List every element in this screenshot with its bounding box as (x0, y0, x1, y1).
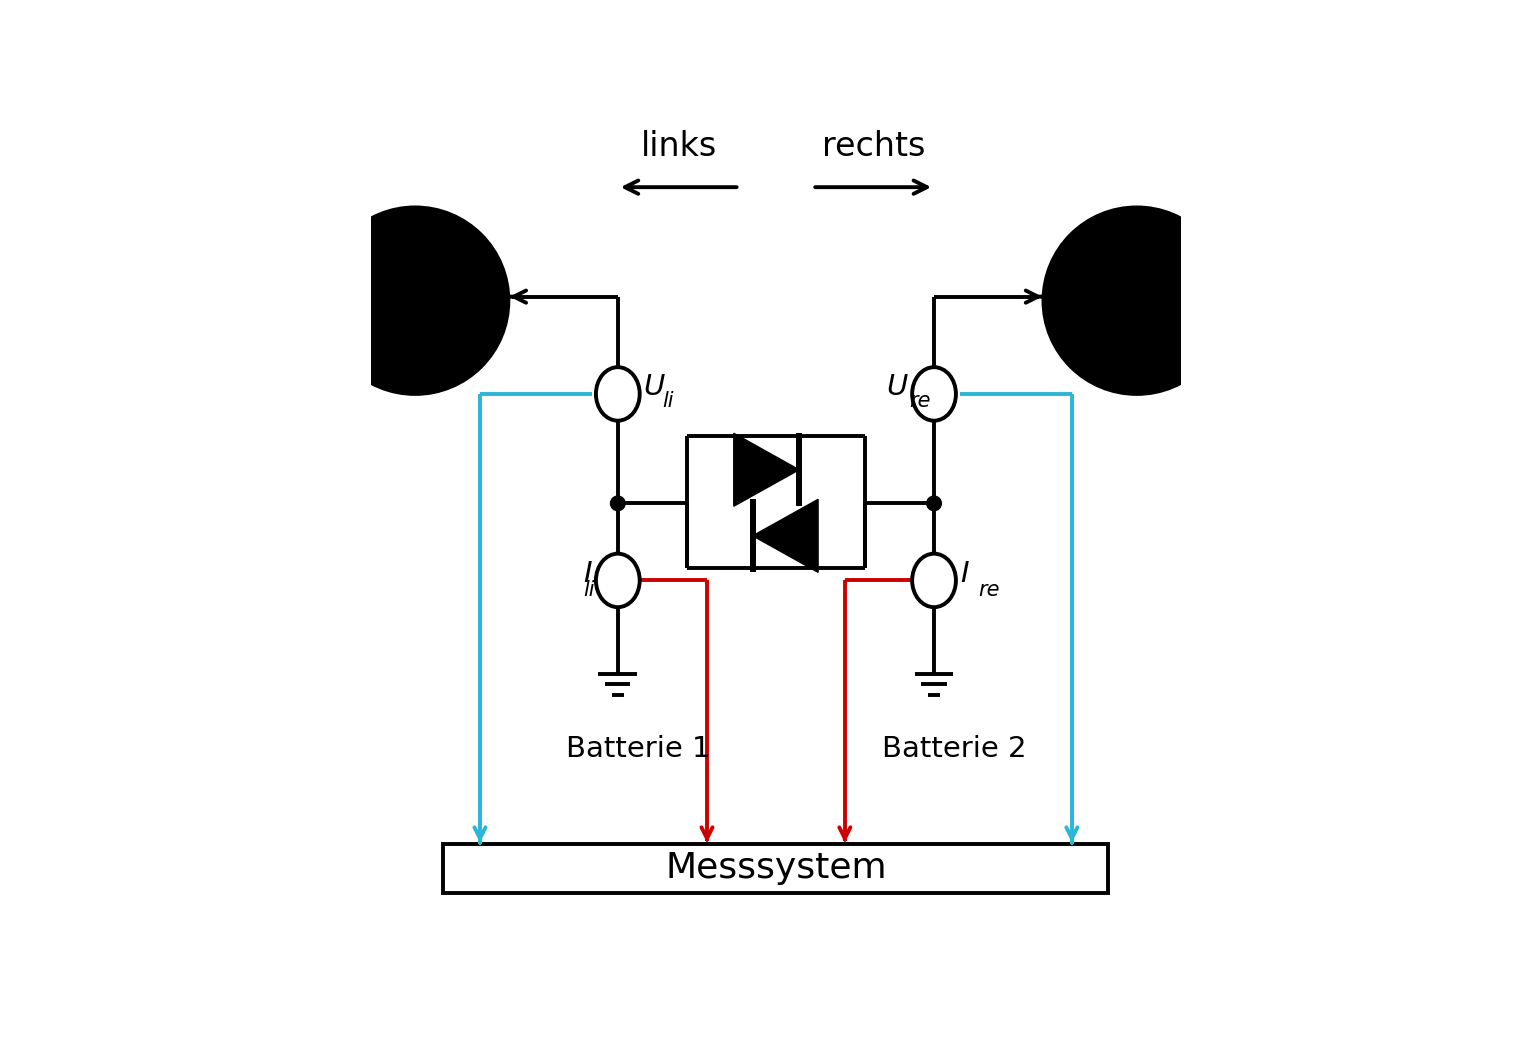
Text: UW: UW (389, 283, 451, 318)
Circle shape (322, 207, 509, 394)
Text: U: U (887, 374, 908, 401)
Circle shape (1043, 207, 1229, 394)
Text: I: I (960, 560, 969, 588)
Polygon shape (752, 499, 818, 573)
Bar (444, 843, 1108, 893)
Ellipse shape (597, 554, 640, 608)
Text: re: re (978, 580, 1001, 600)
Text: UW: UW (1101, 283, 1163, 318)
Text: Messsystem: Messsystem (665, 851, 887, 886)
Text: re: re (908, 392, 931, 412)
Circle shape (610, 496, 625, 511)
Text: rechts: rechts (822, 130, 925, 163)
Text: li: li (583, 580, 595, 600)
Text: I: I (583, 560, 592, 588)
Text: li: li (663, 392, 674, 412)
Text: U: U (643, 374, 665, 401)
Text: Batterie 1: Batterie 1 (566, 735, 710, 762)
Circle shape (927, 496, 942, 511)
Polygon shape (734, 433, 799, 506)
Ellipse shape (911, 554, 955, 608)
Text: Batterie 2: Batterie 2 (883, 735, 1026, 762)
Text: links: links (640, 130, 716, 163)
Ellipse shape (597, 367, 640, 421)
Ellipse shape (911, 367, 955, 421)
